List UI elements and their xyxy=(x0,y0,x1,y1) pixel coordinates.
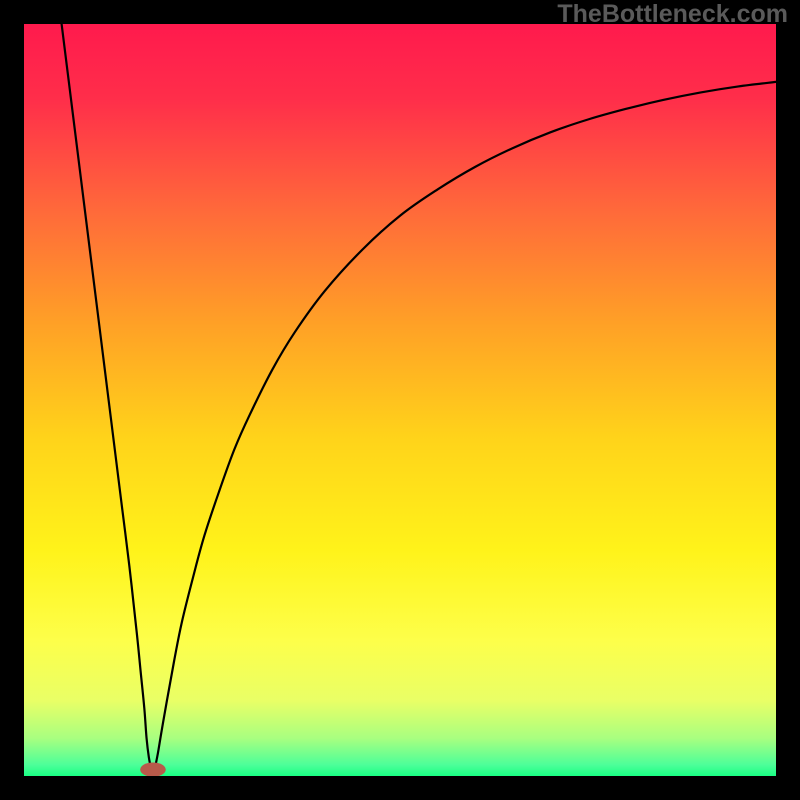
chart-container: { "canvas": { "width": 800, "height": 80… xyxy=(0,0,800,800)
chart-frame xyxy=(0,0,800,800)
watermark-text: TheBottleneck.com xyxy=(557,0,788,29)
